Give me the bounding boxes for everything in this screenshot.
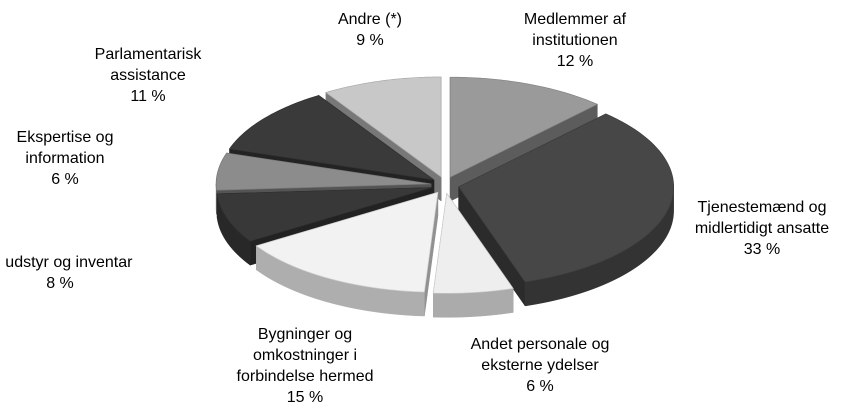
value-label: 9 % <box>356 32 384 49</box>
slice-label: Medlemmer af <box>524 11 627 28</box>
value-label: 33 % <box>744 241 780 258</box>
slice-label: Ekspertise og <box>17 129 114 146</box>
slice-label: Parlamentarisk <box>95 46 203 63</box>
slice-label: midlertidigt ansatte <box>695 220 829 237</box>
slice-label: Andre (*) <box>338 11 402 28</box>
slice-label: Tjenestemænd og <box>698 199 827 216</box>
value-label: 8 % <box>46 275 74 292</box>
slice-label: Bygninger og <box>258 326 352 343</box>
value-label: 12 % <box>557 53 593 70</box>
slice-label: institutionen <box>532 32 617 49</box>
value-label: 6 % <box>526 378 554 395</box>
slice-label: Andet personale og <box>471 336 610 353</box>
slice-label: It, udstyr og inventar <box>0 254 133 271</box>
value-label: 15 % <box>287 389 323 406</box>
slice-label: forbindelse hermed <box>237 368 374 385</box>
slice-label: information <box>25 150 104 167</box>
slice-label: omkostninger i <box>253 347 357 364</box>
value-label: 6 % <box>51 171 79 188</box>
slice-label: eksterne ydelser <box>481 357 599 374</box>
value-label: 11 % <box>130 88 165 105</box>
slice-label: assistance <box>110 67 186 84</box>
